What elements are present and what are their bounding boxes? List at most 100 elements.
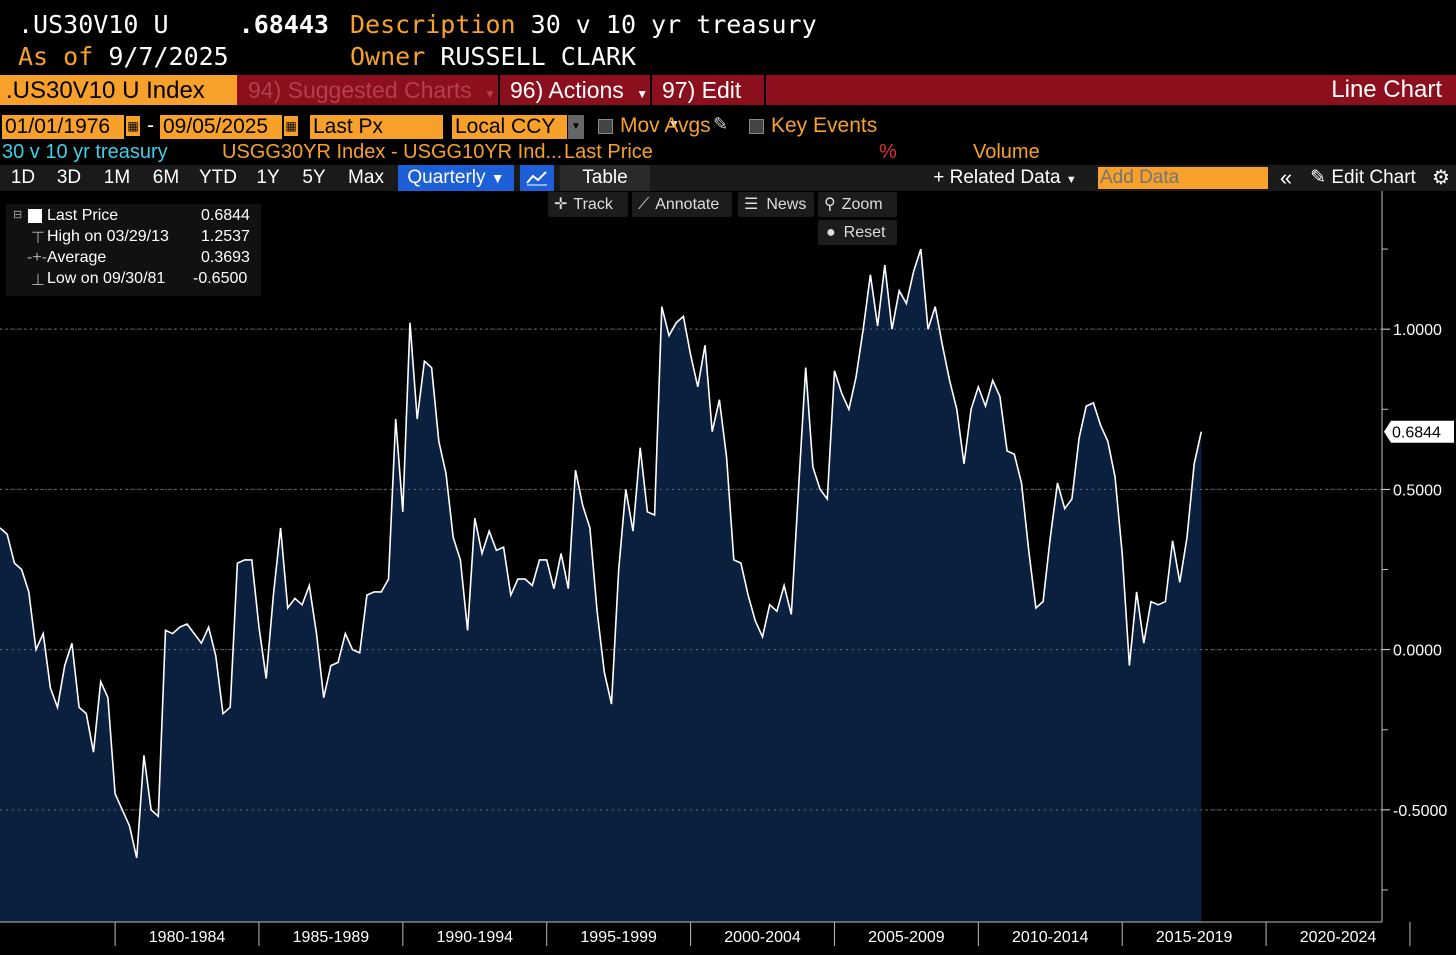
annotate-button[interactable]: ⟋ Annotate [632,192,732,217]
edit-chart-label: Edit Chart [1331,167,1416,188]
y-tick-label: 0.0000 [1393,643,1442,660]
currency-select[interactable]: Local CCY [452,115,567,139]
pen-icon: ⟋ [638,196,650,213]
description-label: Description [350,10,516,39]
chevron-down-icon[interactable]: ▼ [568,115,584,139]
reset-label: Reset [843,224,886,241]
suggested-charts-label: 94) Suggested Charts [248,77,472,103]
track-button[interactable]: ✛ Track [548,192,628,217]
edit-menu[interactable]: 97) Edit ▼ [654,75,766,131]
pencil-icon[interactable]: ✎ [713,114,729,134]
reset-icon: ● [826,224,836,241]
mov-avgs-label: Mov Avgs [620,114,711,137]
actions-menu[interactable]: 96) Actions ▼ [502,75,652,105]
frequency-label: Quarterly [407,167,486,188]
chevron-down-icon: ▼ [490,170,505,186]
security-field[interactable]: .US30V10 U Index [0,75,237,105]
last-value-label: 0.6844 [1392,425,1441,442]
legend-last-price-value: 0.6844 [201,207,250,224]
period-1d[interactable]: 1D [10,167,36,188]
zoom-label: Zoom [841,196,883,213]
low-marker-icon: ⊥ [31,272,45,289]
edit-chart-button[interactable]: ✎ Edit Chart [1304,165,1422,191]
series-field: Last Price [564,141,653,163]
series-area-fill [0,249,1202,923]
add-data-input[interactable] [1098,167,1268,189]
period-1y[interactable]: 1Y [256,167,280,188]
description-line: Description 30 v 10 yr treasury [350,10,817,39]
start-date-input[interactable]: 01/01/1976 [2,115,124,139]
period-3d[interactable]: 3D [56,167,82,188]
chevron-down-icon: ▼ [1065,174,1077,186]
key-events-checkbox[interactable] [749,119,764,134]
ticker-line: .US30V10 U .68443 [18,10,329,39]
news-button[interactable]: ☰ News [738,192,814,217]
x-tick-label: 2015-2019 [1156,929,1233,946]
series-name: 30 v 10 yr treasury [2,141,168,163]
key-events-label: Key Events [771,114,878,137]
date-range-dash: - [147,114,154,137]
calendar-icon[interactable]: ▦ [284,116,298,136]
x-tick-label: 2010-2014 [1012,929,1089,946]
owner-label: Owner [350,42,426,71]
y-tick-label: 0.5000 [1393,482,1442,499]
x-tick-label: 1980-1984 [149,929,226,946]
reset-button[interactable]: ● Reset [818,220,897,245]
period-1m[interactable]: 1M [103,167,131,188]
legend-high-value: 1.2537 [201,228,250,245]
period-ytd[interactable]: YTD [199,167,237,188]
x-tick-label: 1985-1989 [293,929,370,946]
x-tick-label: 2005-2009 [868,929,945,946]
ticker-symbol: .US30V10 U [18,10,169,39]
legend-low-label: Low on 09/30/81 [47,270,166,287]
menu-bar [0,75,1456,105]
collapse-icon[interactable]: ⊟ [13,209,23,221]
line-chart[interactable]: 1.0000 0.5000 0.0000 -0.5000 0.6844 1980-1984… [0,191,1456,955]
last-price: .68443 [238,10,329,39]
y-tick-label: -0.5000 [1393,803,1447,820]
actions-label: 96) Actions [510,77,624,103]
period-6m[interactable]: 6M [152,167,180,188]
y-tick-label: 1.0000 [1393,322,1442,339]
chevron-down-icon: ▼ [636,87,649,101]
calendar-icon[interactable]: ▦ [126,116,140,136]
legend-high-label: High on 03/29/13 [47,228,169,245]
x-tick-label: 1995-1999 [580,929,657,946]
period-5y[interactable]: 5Y [302,167,326,188]
chevron-down-icon: ▼ [668,117,680,131]
zoom-button[interactable]: ⚲ Zoom [818,192,897,217]
mov-avgs-checkbox[interactable] [598,119,613,134]
last-value-marker [1384,420,1454,443]
series-line [0,248,1203,859]
period-max[interactable]: Max [348,167,384,188]
owner-value: RUSSELL CLARK [440,42,636,71]
series-swatch [28,209,42,223]
legend-average-label: Average [47,249,107,266]
edit-label: 97) Edit [662,77,742,103]
as-of-line: As of 9/7/2025 [18,42,229,71]
magnifier-icon: ⚲ [824,196,836,213]
as-of-label: As of [18,42,94,71]
legend-average-value: 0.3693 [201,249,250,266]
high-marker-icon: ⊤ [31,230,45,247]
related-data-label: + Related Data [933,167,1061,188]
end-date-input[interactable]: 09/05/2025 [160,115,282,139]
series-formula: USGG30YR Index - USGG10YR Ind... [222,141,563,163]
legend-low-value: -0.6500 [193,270,248,287]
crosshair-icon: ✛ [554,196,568,213]
frequency-select[interactable]: Quarterly ▼ [398,165,514,191]
field-select[interactable]: Last Px [310,115,443,139]
gear-icon[interactable]: ⚙ [1432,167,1450,189]
x-tick-label: 2000-2004 [724,929,801,946]
table-button[interactable]: Table [560,165,650,191]
pencil-icon: ✎ [1310,167,1327,188]
x-tick-label: 1990-1994 [437,929,514,946]
chart-type-label: Line Chart [1331,76,1442,103]
track-label: Track [573,196,613,213]
owner-line: Owner RUSSELL CLARK [350,42,636,71]
related-data-button[interactable]: + Related Data ▼ [925,165,1085,191]
line-chart-icon[interactable] [520,165,554,191]
percent-toggle[interactable]: % [879,141,897,163]
suggested-charts-menu[interactable]: 94) Suggested Charts ▼ [240,75,500,105]
collapse-button[interactable]: « [1279,165,1293,190]
